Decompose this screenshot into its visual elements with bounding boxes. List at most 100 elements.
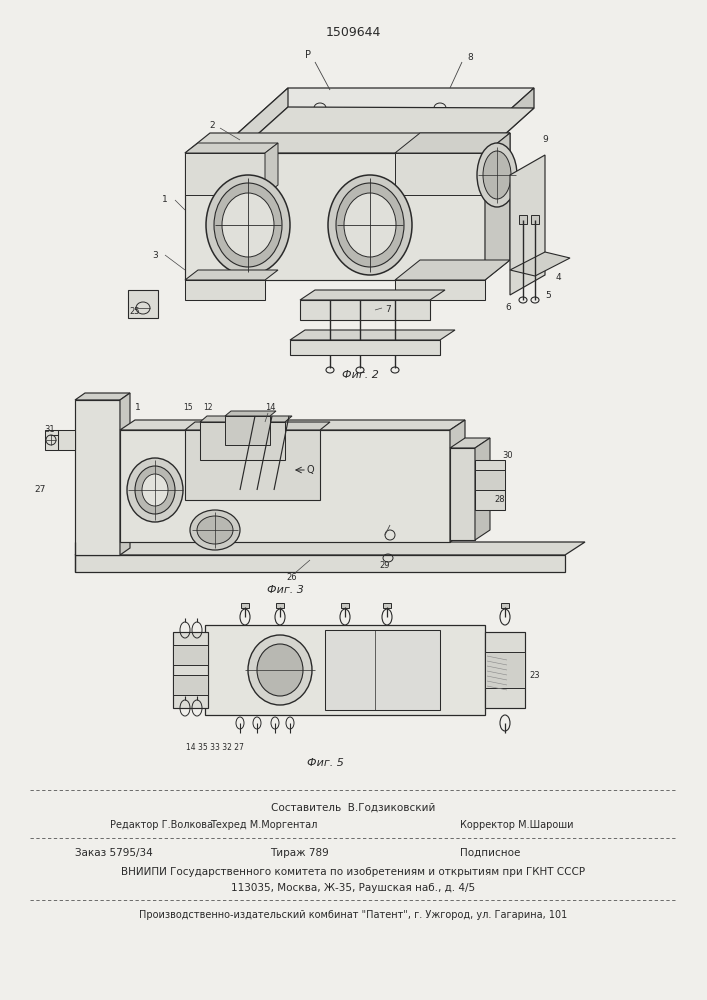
Ellipse shape — [222, 193, 274, 257]
Bar — [276, 603, 284, 608]
Text: Корректор М.Шароши: Корректор М.Шароши — [460, 820, 573, 830]
Text: 12: 12 — [203, 403, 213, 412]
Text: 15: 15 — [183, 403, 193, 412]
Polygon shape — [238, 107, 534, 153]
Polygon shape — [185, 280, 265, 300]
Polygon shape — [75, 542, 585, 555]
Text: 25: 25 — [130, 308, 140, 316]
Polygon shape — [185, 422, 330, 430]
Ellipse shape — [344, 193, 396, 257]
Bar — [45, 430, 58, 450]
Text: 4: 4 — [555, 273, 561, 282]
Bar — [341, 603, 349, 608]
Polygon shape — [185, 143, 278, 153]
Text: 2: 2 — [209, 120, 215, 129]
Polygon shape — [120, 393, 130, 555]
Polygon shape — [450, 420, 465, 542]
Text: 31: 31 — [45, 426, 55, 434]
Polygon shape — [290, 340, 440, 355]
Bar — [531, 215, 539, 224]
Ellipse shape — [127, 458, 183, 522]
Text: 29: 29 — [380, 560, 390, 570]
Polygon shape — [200, 422, 285, 460]
Polygon shape — [58, 430, 75, 450]
Ellipse shape — [248, 635, 312, 705]
Text: 9: 9 — [542, 135, 548, 144]
Text: 1509644: 1509644 — [325, 25, 380, 38]
Bar — [205, 625, 485, 715]
Bar — [173, 675, 208, 695]
Bar — [325, 630, 440, 710]
Bar — [475, 470, 505, 490]
Bar — [501, 603, 509, 608]
Text: Техред М.Моргентал: Техред М.Моргентал — [210, 820, 317, 830]
Text: 7: 7 — [385, 306, 391, 314]
Text: 8: 8 — [467, 53, 473, 62]
Text: ВНИИПИ Государственного комитета по изобретениям и открытиям при ГКНТ СССР: ВНИИПИ Государственного комитета по изоб… — [121, 867, 585, 877]
Text: 23: 23 — [530, 670, 540, 680]
Text: 14 35 33 32 27: 14 35 33 32 27 — [186, 742, 244, 752]
Text: Заказ 5795/34: Заказ 5795/34 — [75, 848, 153, 858]
Ellipse shape — [483, 151, 511, 199]
Polygon shape — [185, 430, 320, 500]
Polygon shape — [395, 133, 510, 153]
Bar — [128, 290, 158, 318]
Polygon shape — [450, 438, 490, 448]
Polygon shape — [185, 153, 265, 195]
Polygon shape — [475, 438, 490, 540]
Text: 30: 30 — [503, 450, 513, 460]
Ellipse shape — [328, 175, 412, 275]
Polygon shape — [485, 133, 510, 195]
Bar — [485, 632, 525, 708]
Bar — [383, 603, 391, 608]
Polygon shape — [485, 133, 510, 280]
Polygon shape — [75, 393, 130, 400]
Polygon shape — [510, 252, 570, 276]
Text: Тираж 789: Тираж 789 — [270, 848, 329, 858]
Text: 3: 3 — [152, 250, 158, 259]
Polygon shape — [120, 420, 465, 430]
Bar — [475, 460, 505, 510]
Polygon shape — [225, 411, 276, 416]
Polygon shape — [225, 416, 270, 445]
Polygon shape — [265, 143, 278, 195]
Text: Фиг. 2: Фиг. 2 — [341, 370, 378, 380]
Bar — [173, 632, 208, 708]
Ellipse shape — [197, 516, 233, 544]
Polygon shape — [450, 448, 475, 540]
Ellipse shape — [477, 143, 517, 207]
Text: 26: 26 — [286, 574, 298, 582]
Polygon shape — [238, 88, 288, 152]
Polygon shape — [185, 133, 510, 153]
Text: Составитель  В.Годзиковский: Составитель В.Годзиковский — [271, 803, 436, 813]
Polygon shape — [185, 270, 278, 280]
Text: 14: 14 — [264, 403, 275, 412]
Text: 113035, Москва, Ж-35, Раушская наб., д. 4/5: 113035, Москва, Ж-35, Раушская наб., д. … — [231, 883, 475, 893]
Ellipse shape — [142, 474, 168, 506]
Polygon shape — [300, 300, 430, 320]
Text: Q: Q — [306, 465, 314, 475]
Polygon shape — [200, 416, 292, 422]
Text: 28: 28 — [495, 495, 506, 504]
Ellipse shape — [190, 510, 240, 550]
Polygon shape — [395, 153, 485, 195]
Bar — [485, 652, 525, 688]
Polygon shape — [75, 555, 565, 572]
Polygon shape — [75, 400, 120, 555]
Bar — [519, 215, 527, 224]
Ellipse shape — [214, 183, 282, 267]
Text: 5: 5 — [545, 290, 551, 300]
Text: Фиг. 5: Фиг. 5 — [307, 758, 344, 768]
Text: 6: 6 — [505, 304, 511, 312]
Text: Редактор Г.Волкова: Редактор Г.Волкова — [110, 820, 213, 830]
Polygon shape — [120, 430, 450, 542]
Text: 27: 27 — [35, 486, 46, 494]
Polygon shape — [300, 290, 445, 300]
Polygon shape — [510, 155, 545, 295]
Bar — [173, 645, 208, 665]
Polygon shape — [185, 153, 485, 280]
Text: 1: 1 — [162, 196, 168, 205]
Polygon shape — [395, 260, 510, 280]
Text: P: P — [305, 50, 311, 60]
Text: Подписное: Подписное — [460, 848, 520, 858]
